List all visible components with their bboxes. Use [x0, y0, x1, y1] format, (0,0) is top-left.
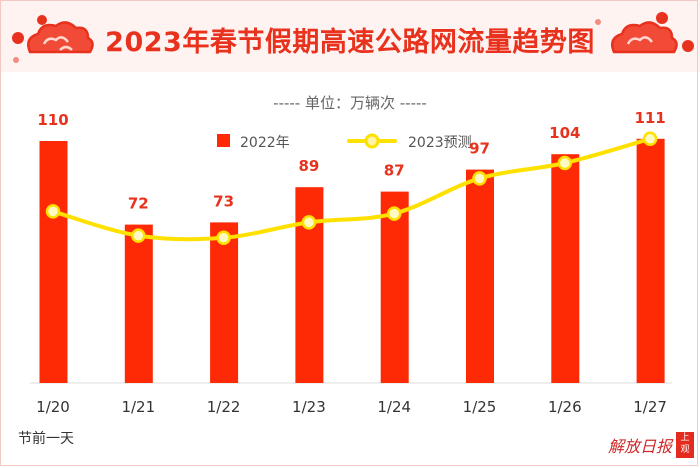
bar-2022-1/27: [636, 138, 665, 383]
bar-2022-1/22: [210, 222, 239, 383]
bar-data-label: 97: [469, 140, 490, 158]
legend: 2022年 2023预测: [0, 130, 700, 152]
bar-data-label: 72: [128, 195, 149, 213]
legend-bar-label: 2022年: [240, 135, 290, 151]
point-2023-1/22: [216, 230, 231, 246]
bar-data-label: 104: [549, 124, 580, 142]
x-tick-label: 1/23: [292, 398, 326, 416]
bar-2022-1/20: [39, 141, 68, 383]
point-2023-1/20: [45, 204, 61, 219]
point-2023-1/25: [472, 171, 487, 186]
legend-line-swatch: [347, 133, 397, 149]
bar-data-label: 111: [634, 109, 665, 127]
bar-2022-1/24: [380, 191, 409, 383]
publisher-badge: 上观: [676, 432, 694, 458]
point-2023-1/26: [557, 155, 573, 171]
legend-bar-swatch: [217, 134, 230, 147]
point-2023-1/23: [301, 215, 317, 230]
bar-2022-1/25: [466, 169, 494, 383]
point-2023-1/21: [131, 228, 146, 243]
x-tick-label: 1/27: [633, 398, 667, 416]
point-2023-1/24: [386, 206, 402, 221]
bar-data-label: 89: [298, 157, 319, 175]
x-tick-label: 1/22: [207, 398, 241, 416]
x-tick-label: 1/21: [121, 398, 155, 416]
line-2023-forecast: [51, 136, 653, 242]
footnote: 节前一天: [18, 431, 74, 447]
point-2023-1/27: [642, 131, 658, 147]
bar-2022-1/21: [124, 224, 153, 383]
chart-title: 2023年春节假期高速公路网流量趋势图: [105, 27, 595, 58]
bar-2022-1/26: [551, 154, 580, 383]
x-tick-label: 1/26: [548, 398, 582, 416]
x-tick-label: 1/24: [377, 398, 411, 416]
title-banner: 2023年春节假期高速公路网流量趋势图: [0, 0, 700, 72]
x-tick-label: 1/20: [36, 398, 70, 416]
publisher-logo: 解放日报: [608, 437, 673, 456]
legend-line-label: 2023预测: [408, 135, 472, 151]
bar-data-label: 87: [384, 162, 405, 180]
decoration-clouds: [12, 12, 694, 63]
unit-label: ----- 单位：万辆次 -----: [273, 94, 427, 112]
bar-data-label: 110: [37, 111, 68, 129]
bar-data-label: 73: [213, 192, 234, 210]
x-tick-label: 1/25: [463, 398, 497, 416]
